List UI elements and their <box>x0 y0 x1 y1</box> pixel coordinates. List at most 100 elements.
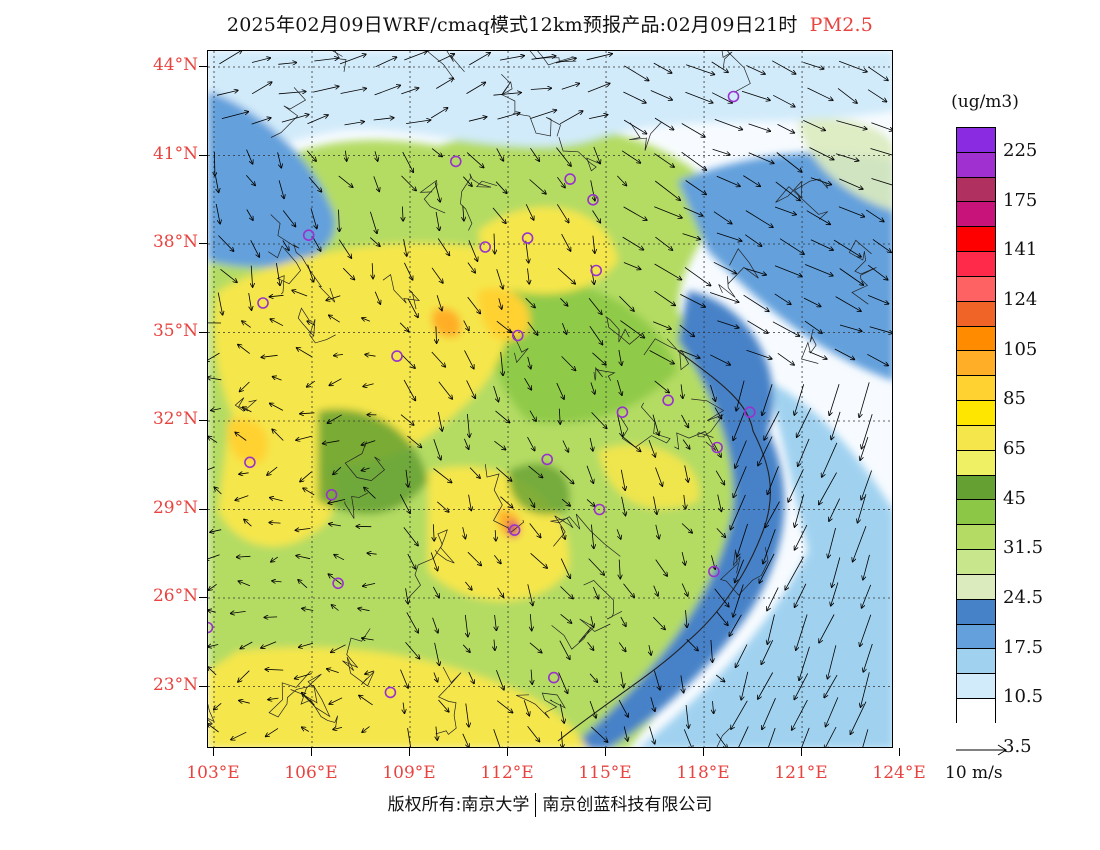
lon-label: 106°E <box>284 763 338 783</box>
lon-tick <box>703 748 705 756</box>
lon-label: 112°E <box>480 763 534 783</box>
color-bar <box>956 127 996 724</box>
color-bar-cell <box>957 674 995 700</box>
color-bar-label: 10.5 <box>1003 686 1044 708</box>
color-bar-cell <box>957 500 995 526</box>
city-marker <box>302 229 315 241</box>
lon-tick <box>801 748 803 756</box>
lon-label: 121°E <box>774 763 828 783</box>
lat-tick <box>199 685 207 687</box>
city-marker <box>511 329 524 342</box>
city-marker <box>508 524 521 536</box>
title-text: 2025年02月09日WRF/cmaq模式12km预报产品:02月09日21时 <box>226 14 798 36</box>
city-marker <box>743 406 756 419</box>
legend-unit: (ug/m3) <box>951 92 1019 112</box>
color-bar-cell <box>957 401 995 426</box>
color-bar-cell <box>957 202 995 228</box>
color-bar-cell <box>957 550 995 575</box>
city-marker <box>257 297 269 309</box>
color-bar-cell <box>957 252 995 277</box>
city-markers <box>208 90 756 699</box>
color-bar-cell <box>957 351 995 377</box>
city-marker <box>332 577 344 590</box>
city-marker <box>708 565 720 578</box>
map-title: 2025年02月09日WRF/cmaq模式12km预报产品:02月09日21时 P… <box>0 10 1100 37</box>
lon-tick <box>507 748 509 756</box>
lat-label: 38°N <box>152 232 198 252</box>
color-bar-cell <box>957 649 995 675</box>
lon-label: 124°E <box>872 763 926 783</box>
color-bar-cell <box>957 699 995 724</box>
lon-tick <box>311 748 312 756</box>
city-marker <box>593 503 606 516</box>
color-bar-label: 31.5 <box>1003 537 1044 559</box>
copyright-right: 南京创蓝科技有限公司 <box>542 795 713 815</box>
color-bar-label: 24.5 <box>1003 586 1044 608</box>
copyright-separator <box>535 793 537 817</box>
city-marker <box>208 621 214 634</box>
lon-tick <box>605 748 607 756</box>
color-bar-cell <box>957 599 995 625</box>
lon-label: 118°E <box>676 763 730 783</box>
lat-tick <box>199 420 207 421</box>
color-bar-label: 17.5 <box>1003 636 1044 658</box>
city-marker <box>727 90 740 103</box>
pm25-field <box>208 51 892 747</box>
city-marker <box>479 241 492 253</box>
color-bar-cell <box>957 177 995 203</box>
city-marker <box>662 394 674 407</box>
lat-tick <box>199 243 207 244</box>
lat-tick <box>199 508 207 510</box>
province-borders <box>208 51 877 747</box>
city-marker <box>590 264 603 277</box>
color-bar-label: 141 <box>1003 239 1038 261</box>
copyright-left: 版权所有:南京大学 <box>387 795 530 815</box>
wind-vectors <box>208 51 892 747</box>
color-bar-cell <box>957 276 995 302</box>
city-marker <box>325 488 338 501</box>
concentration-field <box>208 51 892 747</box>
wind-reference-label: 10 m/s <box>945 763 1003 783</box>
color-bar-label: 175 <box>1003 189 1038 211</box>
copyright: 版权所有:南京大学 南京创蓝科技有限公司 <box>0 790 1100 817</box>
color-bar-cell <box>957 450 995 476</box>
color-bar-cell <box>957 425 995 451</box>
city-marker <box>564 173 576 185</box>
color-bar-cell <box>957 376 995 402</box>
city-marker <box>450 155 462 168</box>
forecast-map <box>207 50 893 748</box>
lat-label: 44°N <box>152 55 198 75</box>
city-marker <box>541 453 554 466</box>
city-marker <box>711 441 723 454</box>
lat-tick <box>199 597 207 598</box>
lat-label: 32°N <box>152 409 198 429</box>
color-bar-cell <box>957 152 995 178</box>
city-marker <box>521 232 534 244</box>
color-bar-label: 3.5 <box>1003 735 1032 757</box>
color-bar-cell <box>957 301 995 327</box>
color-bar-label: 65 <box>1003 437 1026 459</box>
wind-reference-arrow <box>956 744 1007 756</box>
lon-label: 103°E <box>186 763 240 783</box>
lon-label: 115°E <box>578 763 632 783</box>
city-marker <box>587 194 599 206</box>
lat-label: 35°N <box>152 320 198 341</box>
lon-tick <box>409 748 411 756</box>
city-marker <box>391 350 403 362</box>
lat-label: 41°N <box>152 143 198 164</box>
lat-tick <box>199 154 207 156</box>
color-bar-cell <box>957 525 995 551</box>
city-marker <box>547 671 560 684</box>
lat-label: 23°N <box>152 674 198 695</box>
lon-tick <box>899 748 901 756</box>
color-bar-cell <box>957 128 995 153</box>
color-bar-label: 45 <box>1003 487 1026 509</box>
color-bar-label: 105 <box>1003 338 1038 360</box>
lon-label: 109°E <box>382 763 436 783</box>
color-bar-label: 85 <box>1003 388 1026 410</box>
lat-tick <box>199 331 207 333</box>
color-bar-cell <box>957 574 995 600</box>
city-marker <box>616 406 629 419</box>
color-bar-cell <box>957 227 995 253</box>
lon-tick <box>213 748 214 756</box>
